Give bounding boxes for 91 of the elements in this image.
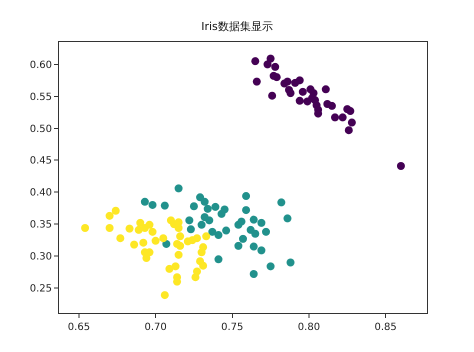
point [145, 220, 154, 229]
point [271, 62, 280, 71]
x-tick-label: 0.70 [144, 322, 167, 333]
point [286, 258, 295, 267]
point [252, 78, 261, 86]
point [199, 262, 208, 270]
point [185, 216, 194, 224]
x-tick-label: 0.80 [298, 322, 320, 333]
point [250, 242, 258, 251]
point [396, 162, 405, 170]
point [234, 220, 242, 229]
point [205, 216, 214, 224]
y-tick-label: 0.35 [30, 220, 52, 231]
point [202, 232, 210, 240]
point [176, 232, 184, 240]
point [159, 234, 168, 242]
chart-title: Iris数据集显示 [201, 20, 273, 33]
point [116, 234, 124, 242]
point [160, 291, 169, 300]
point [165, 264, 174, 273]
point [250, 270, 258, 278]
point [277, 198, 286, 206]
point [186, 225, 195, 234]
point [331, 113, 339, 122]
y-tick-label: 0.50 [30, 124, 52, 135]
point [296, 76, 304, 84]
point [198, 220, 206, 229]
x-tick-label: 0.65 [68, 322, 90, 333]
point [257, 246, 266, 254]
point [160, 202, 169, 210]
point [346, 107, 354, 116]
point [148, 200, 157, 209]
point [200, 198, 209, 206]
point [193, 234, 201, 242]
point [266, 262, 275, 270]
y-tick-label: 0.30 [30, 252, 52, 263]
y-tick-label: 0.25 [30, 284, 52, 295]
point [148, 228, 157, 236]
point [218, 210, 226, 218]
point [174, 184, 183, 192]
point [190, 202, 198, 210]
point [106, 224, 114, 232]
point [208, 228, 216, 236]
y-tick-label: 0.55 [30, 92, 52, 103]
point [272, 73, 281, 82]
point [344, 126, 353, 134]
x-tick-label: 0.75 [221, 322, 244, 333]
point [112, 206, 120, 215]
point [234, 242, 242, 250]
point [250, 216, 258, 224]
point [174, 250, 183, 259]
point [251, 57, 260, 66]
y-tick-label: 0.60 [30, 60, 52, 71]
point [106, 212, 114, 220]
y-tick-label: 0.45 [30, 156, 52, 167]
point [176, 242, 184, 250]
point [198, 248, 206, 256]
point [214, 231, 222, 240]
y-tick-label: 0.40 [30, 188, 52, 199]
point [214, 255, 222, 264]
point [322, 85, 330, 94]
point [222, 226, 230, 235]
x-tick-label: 0.85 [374, 322, 397, 333]
point [126, 224, 134, 233]
point [348, 118, 356, 127]
point [251, 230, 260, 238]
point [283, 214, 292, 222]
point [239, 234, 247, 243]
point [211, 202, 220, 211]
point [296, 96, 304, 105]
point [204, 204, 212, 213]
point [283, 78, 292, 86]
point [338, 113, 347, 122]
point [268, 92, 276, 100]
point [172, 262, 180, 270]
point [152, 236, 160, 245]
point [140, 198, 149, 206]
point [191, 273, 200, 282]
point [262, 228, 270, 236]
point [328, 102, 336, 110]
point [130, 240, 138, 249]
point [286, 89, 295, 98]
point [242, 206, 250, 214]
point [264, 60, 272, 68]
point [298, 88, 307, 96]
point [266, 54, 275, 63]
point [162, 240, 170, 248]
point [257, 218, 266, 227]
point [81, 224, 90, 232]
point [139, 238, 148, 247]
point [242, 192, 250, 200]
